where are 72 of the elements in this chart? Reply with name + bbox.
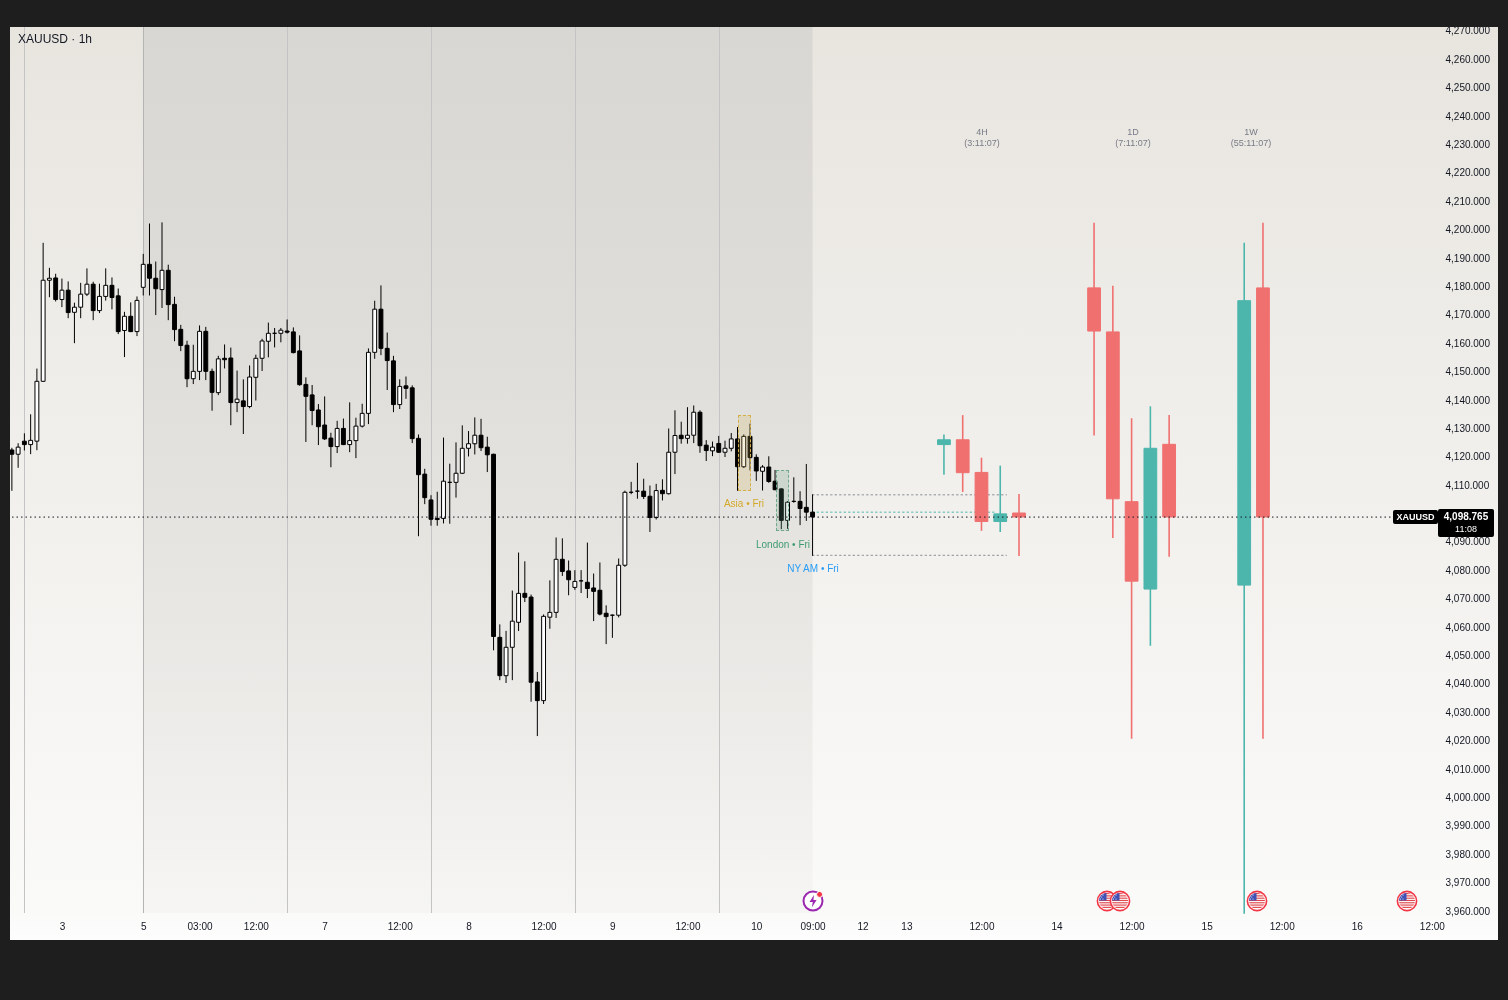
- ref-line-label: XAUUSD: [1393, 510, 1438, 525]
- y-tick-label: 4,240.000: [1445, 110, 1491, 122]
- y-tick-label: 4,080.000: [1445, 564, 1491, 576]
- x-tick-label: 12: [857, 920, 870, 932]
- annotation: 4H: [976, 127, 988, 137]
- y-tick-label: 3,990.000: [1445, 820, 1491, 832]
- x-tick-label: 12:00: [531, 920, 558, 932]
- annotation: (3:11:07): [964, 138, 1000, 148]
- x-tick-label: 8: [466, 920, 473, 932]
- y-tick-label: 4,090.000: [1445, 536, 1491, 548]
- x-tick-label: 12:00: [969, 920, 995, 932]
- candlestick: [578, 570, 584, 593]
- y-tick-label: 3,960.000: [1445, 905, 1491, 917]
- x-tick-label: 13: [901, 920, 913, 932]
- y-tick-label: 4,260.000: [1445, 53, 1491, 65]
- y-tick-label: 4,140.000: [1445, 394, 1491, 406]
- annotation: NY AM • Fri: [787, 563, 839, 574]
- candlestick: [15, 443, 21, 468]
- annotation: 1D: [1127, 127, 1140, 137]
- annotation: 1W: [1244, 127, 1259, 137]
- y-tick-label: 4,040.000: [1445, 678, 1491, 690]
- y-tick-label: 4,200.000: [1445, 224, 1491, 236]
- y-tick-label: 4,000.000: [1445, 791, 1491, 803]
- x-tick-label: 12:00: [1119, 920, 1146, 932]
- y-tick-label: 4,160.000: [1445, 337, 1491, 349]
- x-tick-label: 5: [140, 920, 147, 932]
- candlestick: [1012, 494, 1026, 557]
- x-tick-label: 03:00: [187, 920, 213, 932]
- candlestick: [10, 447, 15, 491]
- text: 4,098.765: [1442, 511, 1490, 524]
- x-tick-label: 16: [1351, 920, 1364, 932]
- candlestick: [937, 434, 951, 475]
- y-tick-label: 4,270.000: [1445, 25, 1491, 37]
- y-tick-label: 4,130.000: [1445, 422, 1491, 434]
- x-tick-label: 7: [322, 920, 329, 932]
- annotation: London • Fri: [755, 539, 811, 550]
- y-tick-label: 4,120.000: [1445, 451, 1491, 463]
- y-tick-label: 4,020.000: [1445, 735, 1491, 747]
- y-tick-label: 4,210.000: [1445, 195, 1491, 207]
- annotation: Asia • Fri: [723, 498, 765, 509]
- x-tick-label: 12:00: [387, 920, 414, 932]
- x-tick-label: 12:00: [1269, 920, 1296, 932]
- y-tick-label: 4,190.000: [1445, 252, 1491, 264]
- candlestick: [634, 462, 640, 499]
- x-tick-label: 3: [59, 920, 66, 932]
- y-tick-label: 4,150.000: [1445, 366, 1491, 378]
- x-tick-label: 09:00: [800, 920, 827, 932]
- x-tick-label: 10: [751, 920, 763, 932]
- x-tick-label: 14: [1051, 920, 1064, 932]
- y-tick-label: 3,970.000: [1445, 877, 1491, 889]
- annotation: (7:11:07): [1115, 138, 1151, 148]
- x-tick-label: 12:00: [1419, 920, 1446, 932]
- y-tick-label: 4,110.000: [1445, 479, 1490, 491]
- y-tick-label: 4,060.000: [1445, 621, 1491, 633]
- x-tick-label: 12:00: [243, 920, 270, 932]
- y-tick-label: 4,230.000: [1445, 139, 1491, 151]
- text: 11:08: [1454, 523, 1478, 536]
- x-tick-label: 9: [610, 920, 617, 932]
- x-tick-label: 12:00: [675, 920, 701, 932]
- y-tick-label: 3,980.000: [1445, 848, 1491, 860]
- y-tick-label: 4,250.000: [1445, 82, 1491, 94]
- y-tick-label: 4,220.000: [1445, 167, 1491, 179]
- y-tick-label: 4,050.000: [1445, 650, 1491, 662]
- x-tick-label: 15: [1201, 920, 1214, 932]
- y-tick-label: 4,030.000: [1445, 706, 1491, 718]
- y-tick-label: 4,070.000: [1445, 593, 1491, 605]
- candlestick: [572, 570, 578, 590]
- annotation: (55:11:07): [1230, 138, 1272, 148]
- chart-title: XAUUSD · 1h: [18, 31, 93, 46]
- y-tick-label: 4,170.000: [1445, 309, 1491, 321]
- y-tick-label: 4,010.000: [1445, 763, 1491, 775]
- y-tick-label: 4,180.000: [1445, 280, 1491, 292]
